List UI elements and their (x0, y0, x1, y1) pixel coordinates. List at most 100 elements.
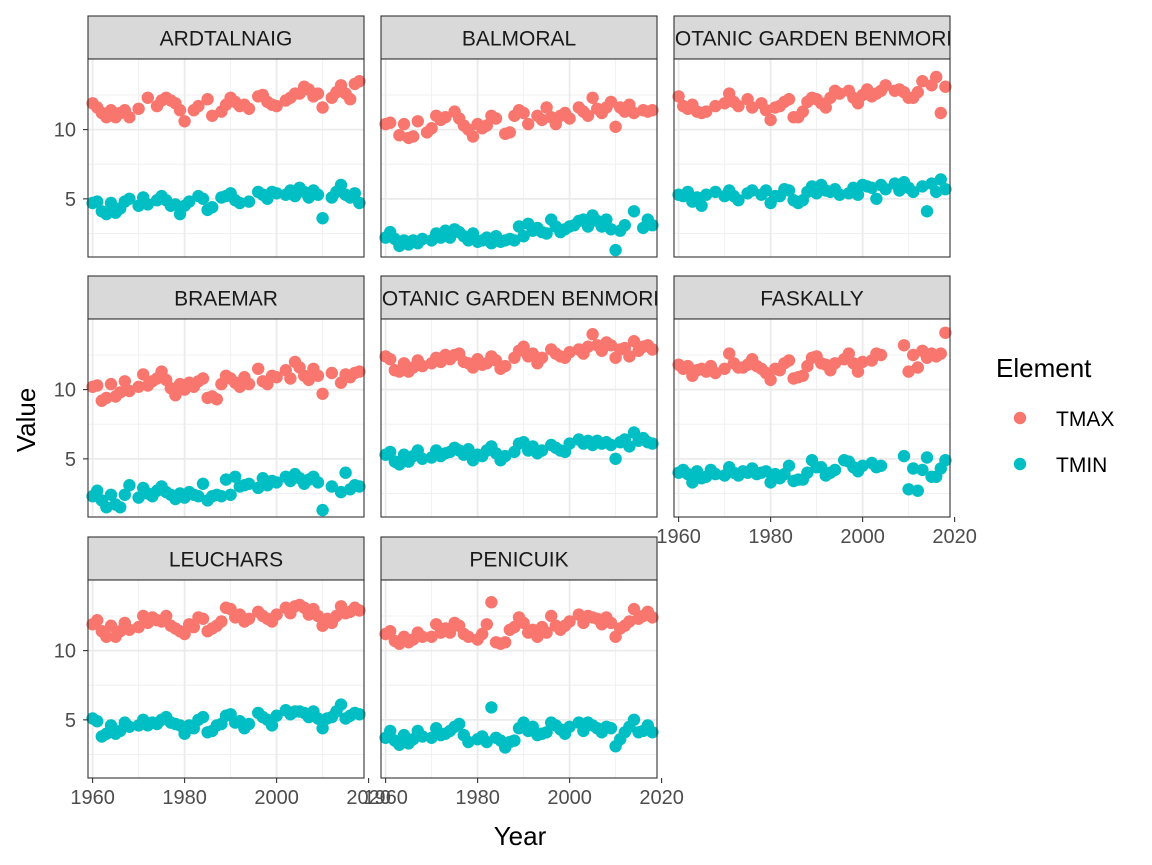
facet-strip (673, 15, 951, 60)
series-tmin (379, 701, 659, 754)
y-axis-title: Value (11, 388, 41, 453)
point-tmin (907, 185, 920, 199)
point-tmax (252, 362, 265, 375)
series-tmin (86, 466, 366, 517)
point-tmin (828, 463, 842, 477)
point-tmax (187, 620, 200, 634)
panel-penicuik-7: PENICUIK 1960 1980 2000 2020 (363, 536, 684, 809)
point-tmax (609, 120, 622, 133)
point-tmax (132, 380, 145, 393)
point-tmax (118, 375, 131, 388)
point-tmax (104, 619, 118, 632)
point-tmin (196, 710, 210, 724)
point-tmin (118, 488, 131, 501)
point-tmax (353, 75, 366, 88)
facet-strip (87, 536, 365, 581)
point-tmax (353, 604, 366, 617)
point-tmax (466, 130, 480, 143)
point-tmax (934, 347, 947, 360)
point-tmin (206, 201, 219, 214)
point-tmin (782, 459, 796, 472)
point-tmin (229, 470, 242, 483)
point-tmax (201, 93, 214, 106)
point-tmin (196, 192, 210, 205)
panel-faskally-5: FASKALLY 1960 1980 2000 2020 (656, 275, 977, 548)
series-tmax (672, 70, 952, 127)
point-tmin (393, 738, 406, 751)
point-tmax (100, 630, 113, 643)
point-tmax (196, 612, 210, 625)
x-tick-label: 2000 (840, 526, 885, 548)
point-tmax (856, 355, 869, 369)
point-tmax (764, 373, 777, 387)
point-tmin (902, 483, 915, 496)
point-tmin (311, 476, 325, 489)
point-tmax (581, 109, 595, 123)
series-tmax (379, 328, 659, 378)
point-tmin (508, 734, 521, 747)
point-tmin (600, 213, 613, 226)
point-tmax (646, 611, 659, 624)
point-tmax (169, 389, 182, 402)
point-tmax (874, 348, 888, 362)
point-tmax (700, 105, 713, 118)
y-tick-label: 10 (54, 641, 76, 663)
point-tmin (618, 219, 631, 232)
point-tmax (192, 99, 205, 113)
panel-balmoral-1: BALMORAL (379, 15, 659, 258)
point-tmin (916, 463, 929, 477)
point-tmin (104, 196, 118, 210)
point-tmin (353, 708, 366, 721)
point-tmin (353, 196, 366, 210)
point-tmin (353, 480, 366, 493)
point-tmin (897, 449, 911, 463)
series-tmax (672, 326, 952, 387)
point-tmax (718, 97, 731, 110)
point-tmax (586, 91, 599, 105)
point-tmin (609, 452, 622, 465)
point-tmin (242, 717, 256, 731)
panel-border (380, 579, 658, 779)
point-tmax (316, 387, 329, 400)
point-tmax (540, 626, 553, 639)
x-axis-title: Year (494, 821, 547, 851)
point-tmax (215, 615, 228, 628)
point-tmin (339, 466, 352, 479)
point-tmax (407, 130, 420, 143)
series-tmax (86, 355, 366, 407)
point-tmin (270, 709, 283, 722)
point-tmin (100, 207, 113, 221)
facet-strip (380, 15, 658, 60)
panel-border (673, 58, 951, 258)
point-tmin (416, 232, 429, 246)
point-tmin (196, 477, 210, 490)
gridlines (88, 580, 364, 778)
x-tick-label: 2000 (254, 787, 299, 809)
point-tmax (137, 368, 150, 381)
point-tmax (485, 596, 498, 609)
point-tmin (604, 223, 618, 236)
point-tmin (709, 467, 722, 481)
point-tmin (311, 712, 325, 725)
point-tmax (897, 339, 911, 352)
series-tmin (672, 449, 952, 497)
point-tmax (563, 615, 576, 628)
point-tmax (384, 353, 397, 366)
point-tmin (485, 701, 498, 714)
panel-edinburgh-royal-botanic-garden-4: EDINBURGH: ROYAL BOTANIC GARDEN BENMORE:… (379, 275, 659, 518)
facet-strip (380, 275, 658, 320)
point-tmin (311, 188, 325, 201)
point-tmin (879, 183, 892, 196)
x-tick-label: 1960 (70, 787, 115, 809)
point-tmax (563, 112, 576, 125)
point-tmax (911, 86, 924, 99)
y-tick-label: 10 (54, 120, 76, 142)
point-tmin (123, 720, 136, 733)
point-tmin (646, 219, 659, 232)
facet-strip-label: BRAEMAR (174, 288, 278, 311)
point-tmax (517, 106, 530, 120)
point-tmin (215, 490, 228, 503)
facet-strip (380, 536, 658, 581)
point-tmin (334, 178, 348, 192)
